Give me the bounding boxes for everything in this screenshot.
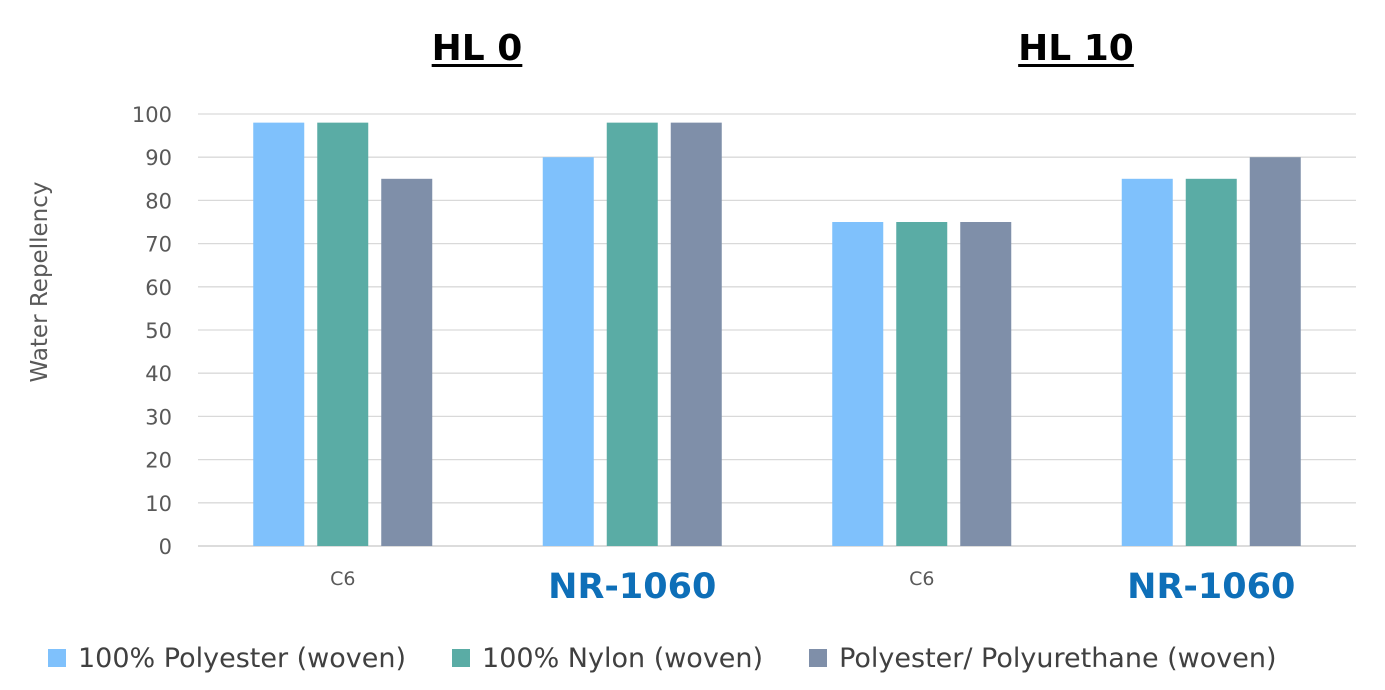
legend: 100% Polyester (woven) 100% Nylon (woven… bbox=[48, 640, 1277, 676]
legend-item-polyurethane: Polyester/ Polyurethane (woven) bbox=[809, 642, 1277, 674]
x-category-label: C6 bbox=[909, 568, 934, 590]
y-tick-label: 100 bbox=[132, 103, 172, 127]
y-tick-label: 60 bbox=[145, 276, 172, 300]
x-category-label: C6 bbox=[330, 568, 355, 590]
legend-swatch-nylon bbox=[452, 649, 471, 667]
bar bbox=[670, 122, 722, 546]
y-tick-label: 80 bbox=[145, 189, 172, 213]
legend-label-polyurethane: Polyester/ Polyurethane (woven) bbox=[839, 642, 1277, 674]
legend-label-polyester: 100% Polyester (woven) bbox=[78, 642, 407, 674]
x-category-label: NR-1060 bbox=[548, 567, 716, 607]
y-tick-label: 0 bbox=[159, 535, 172, 559]
y-tick-label: 70 bbox=[145, 233, 172, 257]
bar bbox=[381, 178, 433, 547]
y-tick-label: 20 bbox=[145, 449, 172, 473]
bar bbox=[317, 122, 369, 546]
bar bbox=[1185, 178, 1237, 547]
bar bbox=[896, 222, 948, 546]
x-category-label: NR-1060 bbox=[1127, 567, 1295, 607]
bar bbox=[1121, 178, 1173, 547]
bar bbox=[1249, 157, 1301, 546]
legend-label-nylon: 100% Nylon (woven) bbox=[482, 642, 764, 674]
y-axis-ticks: 0 10 20 30 40 50 60 70 80 90 100 bbox=[132, 103, 172, 559]
y-tick-label: 40 bbox=[145, 362, 172, 386]
bar bbox=[832, 222, 884, 546]
bar bbox=[960, 222, 1012, 546]
y-tick-label: 30 bbox=[145, 405, 172, 429]
legend-item-polyester: 100% Polyester (woven) bbox=[48, 643, 406, 674]
group-title-hl10: HL 10 bbox=[1018, 28, 1134, 69]
x-axis-labels: C6 NR-1060 C6 NR-1060 bbox=[330, 567, 1295, 607]
legend-swatch-polyester bbox=[48, 649, 66, 667]
y-tick-label: 90 bbox=[145, 146, 172, 170]
y-tick-label: 50 bbox=[145, 319, 172, 343]
y-tick-label: 10 bbox=[145, 492, 172, 516]
bars bbox=[253, 122, 1301, 547]
group-title-hl0: HL 0 bbox=[431, 28, 523, 69]
bar bbox=[542, 157, 594, 546]
bar bbox=[253, 122, 305, 546]
bar bbox=[606, 122, 658, 546]
legend-item-nylon: 100% Nylon (woven) bbox=[452, 643, 763, 674]
legend-swatch-polyurethane bbox=[809, 649, 828, 667]
y-axis-label: Water Repellency bbox=[27, 182, 53, 383]
gridlines bbox=[198, 113, 1356, 547]
